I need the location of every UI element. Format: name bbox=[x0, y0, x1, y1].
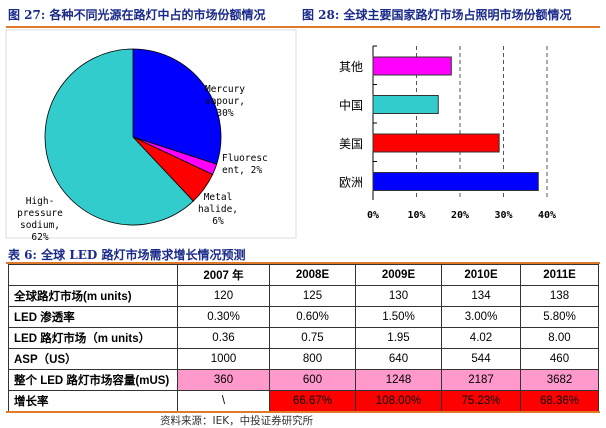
table-cell: 5.80% bbox=[520, 306, 599, 328]
table-cell: 640 bbox=[355, 348, 442, 370]
table-cell: 2010E bbox=[441, 264, 521, 286]
table-cell: 2009E bbox=[355, 264, 442, 286]
x-tick-label: 40% bbox=[538, 210, 556, 221]
table-header-row: 2007 年 2008E 2009E 2010E 2011E bbox=[8, 264, 599, 286]
table-bottom-rule bbox=[6, 411, 600, 413]
table-cell: 0.60% bbox=[269, 306, 356, 328]
category-label: 其他 bbox=[339, 60, 363, 74]
table-row: ASP（US） 1000 800 640 544 460 bbox=[8, 348, 599, 370]
forecast-table: 2007 年 2008E 2009E 2010E 2011E 全球路灯市场(m units… bbox=[8, 264, 599, 412]
table-title: 表 6: 全球 LED 路灯市场需求增长情况预测 bbox=[8, 248, 246, 262]
table-cell: 544 bbox=[441, 348, 521, 370]
table-cell: 134 bbox=[441, 285, 521, 307]
pie-label: 30% bbox=[216, 108, 233, 119]
x-tick-label: 20% bbox=[451, 210, 469, 221]
table-row: LED 渗透率 0.30% 0.60% 1.50% 3.00% 5.80% bbox=[8, 306, 599, 328]
table-cell: 2011E bbox=[520, 264, 599, 286]
table-cell: 66.67% bbox=[269, 390, 356, 412]
table-cell: 2187 bbox=[441, 369, 521, 391]
pie-label: 6% bbox=[212, 216, 224, 227]
table-cell: 138 bbox=[520, 285, 599, 307]
pie-label: ent, 2% bbox=[222, 165, 262, 176]
fig27-title: 图 27: 各种不同光源在路灯中占的市场份额情况 bbox=[8, 8, 266, 22]
row-label: ASP（US） bbox=[8, 348, 178, 370]
pie-label: 62% bbox=[31, 232, 48, 240]
table-cell: 75.23% bbox=[441, 390, 521, 412]
table-row: 整个 LED 路灯市场容量(mUS) 360 600 1248 2187 3682 bbox=[8, 369, 599, 391]
bar bbox=[372, 56, 452, 76]
table-row: 增长率 \ 66.67% 108.00% 75.23% 68.36% bbox=[8, 390, 599, 412]
bar bbox=[372, 172, 539, 191]
table-row: 全球路灯市场(m units) 120 125 130 134 138 bbox=[8, 285, 599, 307]
title-rule bbox=[6, 26, 600, 28]
table-cell: 4.02 bbox=[441, 327, 521, 349]
table-top-rule bbox=[6, 262, 600, 264]
table-cell: 0.36 bbox=[177, 327, 270, 349]
table-cell: 120 bbox=[177, 285, 270, 307]
table-cell: 3682 bbox=[520, 369, 599, 391]
table-cell: 1.50% bbox=[355, 306, 442, 328]
row-label: 全球路灯市场(m units) bbox=[8, 285, 178, 307]
category-label: 欧洲 bbox=[339, 176, 363, 190]
table-cell: 130 bbox=[355, 285, 442, 307]
table-cell: 800 bbox=[269, 348, 356, 370]
pie-slice bbox=[132, 48, 222, 165]
table-cell: 8.00 bbox=[520, 327, 599, 349]
pie-label: Metal bbox=[204, 192, 233, 203]
table-cell: 1.95 bbox=[355, 327, 442, 349]
table-cell: 68.36% bbox=[520, 390, 599, 412]
table-cell: 2007 年 bbox=[177, 264, 270, 286]
source-note: 资料来源：IEK，中投证券研究所 bbox=[160, 415, 314, 427]
table-cell: 3.00% bbox=[441, 306, 521, 328]
row-label: LED 渗透率 bbox=[8, 306, 178, 328]
table-cell: 600 bbox=[269, 369, 356, 391]
table-cell: 0.30% bbox=[177, 306, 270, 328]
pie-label: Fluoresc bbox=[222, 153, 268, 164]
category-label: 中国 bbox=[339, 98, 363, 113]
pie-label: High- bbox=[26, 196, 55, 207]
row-label bbox=[8, 264, 178, 286]
x-tick-label: 0% bbox=[367, 210, 379, 221]
table-cell: 125 bbox=[269, 285, 356, 307]
table-cell: \ bbox=[177, 390, 270, 412]
pie-slice bbox=[44, 48, 194, 226]
pie-label: Mercury bbox=[205, 84, 245, 95]
table-cell: 360 bbox=[177, 369, 270, 391]
pie-frame bbox=[5, 29, 297, 239]
table-cell: 2008E bbox=[269, 264, 356, 286]
table-cell: 1000 bbox=[177, 348, 270, 370]
fig28-title: 图 28: 全球主要国家路灯市场占照明市场份额情况 bbox=[302, 8, 572, 22]
table-cell: 1248 bbox=[355, 369, 442, 391]
pie-label: vapour, bbox=[205, 96, 245, 107]
table-row: LED 路灯市场（m units） 0.36 0.75 1.95 4.02 8.00 bbox=[8, 327, 599, 349]
bar bbox=[372, 95, 439, 114]
pie-label: pressure bbox=[17, 208, 63, 219]
bar bbox=[372, 133, 500, 153]
table-cell: 108.00% bbox=[355, 390, 442, 412]
row-label: LED 路灯市场（m units） bbox=[8, 327, 178, 349]
category-label: 美国 bbox=[339, 137, 363, 151]
x-tick-label: 30% bbox=[494, 210, 512, 221]
table-cell: 0.75 bbox=[269, 327, 356, 349]
pie-label: sodium, bbox=[20, 220, 60, 231]
row-label: 增长率 bbox=[8, 390, 178, 412]
x-tick-label: 10% bbox=[407, 210, 425, 221]
row-label: 整个 LED 路灯市场容量(mUS) bbox=[8, 369, 178, 391]
pie-label: halide, bbox=[198, 204, 238, 215]
table-cell: 460 bbox=[520, 348, 599, 370]
